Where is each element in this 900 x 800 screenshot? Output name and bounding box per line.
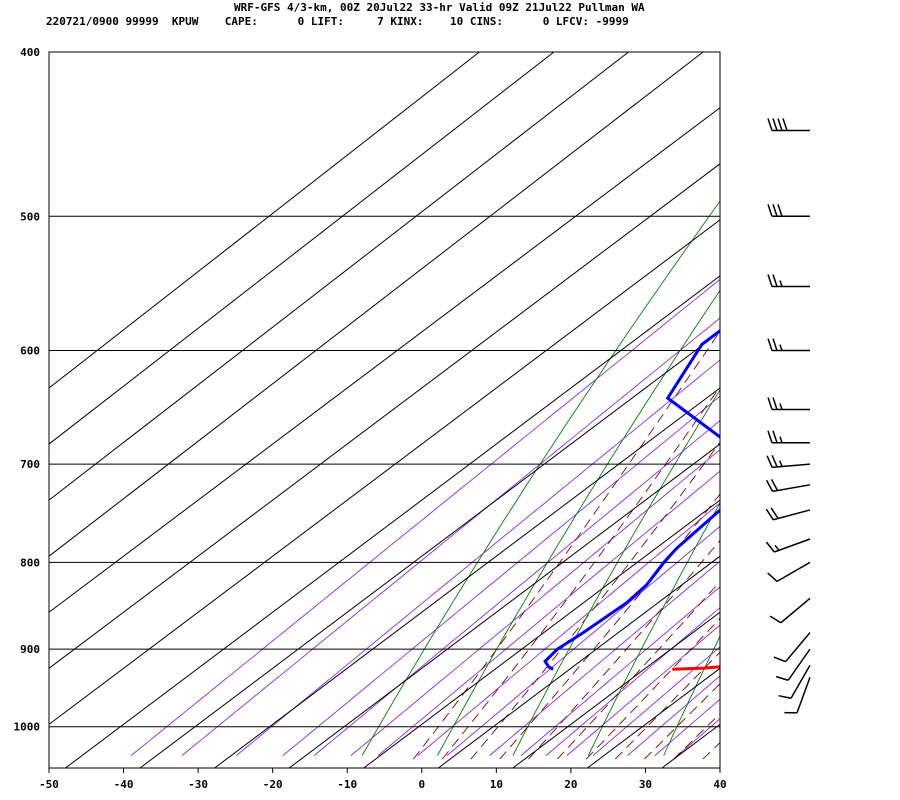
isotherm-line — [48, 219, 721, 725]
isotherm-line — [363, 499, 721, 769]
plot-border — [48, 51, 721, 769]
mixing-ratio-line — [677, 718, 720, 756]
mixing-ratio-line — [627, 675, 720, 756]
wind-barb — [765, 507, 811, 521]
isotherm-line — [48, 51, 704, 557]
y-axis-tick-labels: 400 500 600 700 800 900 1000 — [14, 46, 41, 734]
moist-adiabat-line — [614, 651, 720, 760]
mixing-ratio-lines — [130, 278, 720, 756]
moist-adiabat-line — [732, 14, 900, 759]
mixing-ratio-line — [130, 278, 720, 756]
wind-barbs — [765, 118, 811, 714]
y-tick-label: 500 — [20, 210, 40, 223]
mixing-ratio-line — [282, 395, 720, 756]
x-tick-label: 0 — [418, 778, 425, 791]
dry-adiabat-line — [437, 289, 720, 756]
mixing-ratio-line — [489, 560, 720, 756]
mixing-ratio-line — [654, 698, 720, 756]
moist-adiabat-line — [413, 330, 720, 760]
x-tick-label: -30 — [188, 778, 208, 791]
wind-barb — [766, 455, 811, 469]
wind-barb — [773, 632, 811, 663]
mixing-ratio-line — [520, 586, 720, 756]
isotherm-line — [214, 387, 721, 769]
wind-barb — [767, 430, 810, 444]
dry-adiabat-line — [663, 635, 720, 756]
moist-adiabat-line — [470, 441, 720, 760]
moist-adiabat-line — [441, 385, 720, 760]
mixing-ratio-line — [235, 359, 720, 756]
moist-adiabat-line — [702, 742, 720, 760]
x-tick-label: 30 — [639, 778, 652, 791]
wind-barb — [784, 676, 811, 714]
y-tick-label: 600 — [20, 345, 40, 358]
dry-adiabat-line — [587, 502, 720, 756]
moist-adiabat-line — [644, 683, 720, 760]
isotherm-line — [48, 51, 480, 389]
y-tick-label: 900 — [20, 643, 40, 656]
chart-header: WRF-GFS 4/3-km, 00Z 20Jul22 33-hr Valid … — [0, 0, 900, 32]
moist-adiabat-line — [556, 580, 720, 760]
plot-frame — [48, 51, 721, 773]
dewpoint-profile — [543, 328, 720, 671]
isotherm-line — [48, 163, 721, 669]
dry-adiabat-line — [361, 200, 720, 756]
mixing-ratio-line — [417, 502, 720, 756]
wind-barb — [765, 479, 811, 493]
moist-adiabat-line — [585, 617, 720, 760]
wind-barb — [775, 648, 811, 681]
isotherm-line — [587, 667, 721, 769]
wind-barb — [767, 397, 810, 411]
y-tick-label: 400 — [20, 46, 40, 59]
wind-barb — [767, 204, 810, 218]
moist-adiabat-line — [673, 713, 720, 760]
x-tick-label: -40 — [114, 778, 134, 791]
moist-adiabat-line — [762, 14, 900, 759]
isotherm-line — [437, 555, 721, 769]
x-axis-tick-labels: -50 -40 -30 -20 -10 0 10 20 30 40 — [39, 778, 727, 791]
isotherm-line — [65, 275, 721, 769]
x-tick-label: 40 — [713, 778, 726, 791]
x-tick-label: -50 — [39, 778, 59, 791]
dry-adiabat-line — [739, 14, 900, 755]
wind-barb — [767, 338, 810, 352]
mixing-ratio-line — [545, 607, 720, 756]
wind-barb — [767, 561, 811, 583]
isotherm-line — [661, 723, 721, 769]
y-tick-label: 1000 — [14, 721, 41, 734]
dry-adiabat-line — [815, 14, 900, 755]
mixing-ratio-line — [313, 419, 720, 756]
isotherm-line — [48, 107, 721, 613]
y-tick-label: 800 — [20, 556, 40, 569]
mixing-ratio-line — [592, 646, 720, 756]
mixing-ratio-line — [446, 525, 720, 756]
isotherm-line — [139, 331, 721, 769]
mixing-ratio-line — [350, 449, 720, 756]
wind-barb — [769, 597, 811, 624]
chart-title: WRF-GFS 4/3-km, 00Z 20Jul22 33-hr Valid … — [234, 1, 645, 14]
x-tick-label: 20 — [564, 778, 577, 791]
temperature-profile — [672, 665, 720, 671]
dry-adiabat-line — [890, 14, 900, 755]
isotherm-line — [48, 51, 629, 501]
isotherm-line — [512, 611, 721, 769]
wind-barb — [778, 664, 811, 699]
x-tick-label: -20 — [263, 778, 283, 791]
mixing-ratio-line — [377, 470, 720, 756]
isotherm-line — [288, 443, 721, 769]
isotherm-line — [48, 51, 555, 445]
y-tick-label: 700 — [20, 458, 40, 471]
dry-adiabat-line — [512, 389, 720, 756]
sounding-indices: 220721/0900 99999 KPUW CAPE: 0 LIFT: 7 K… — [46, 15, 629, 28]
x-tick-label: 10 — [490, 778, 503, 791]
x-tick-label: -10 — [337, 778, 357, 791]
mixing-ratio-line — [566, 624, 720, 756]
isotherm-isobar-grid — [48, 51, 721, 769]
wind-barb — [767, 274, 810, 288]
mixing-ratio-line — [181, 317, 720, 756]
wind-barb — [767, 118, 810, 132]
wind-barb — [765, 538, 811, 553]
sounding-profiles — [543, 328, 720, 671]
